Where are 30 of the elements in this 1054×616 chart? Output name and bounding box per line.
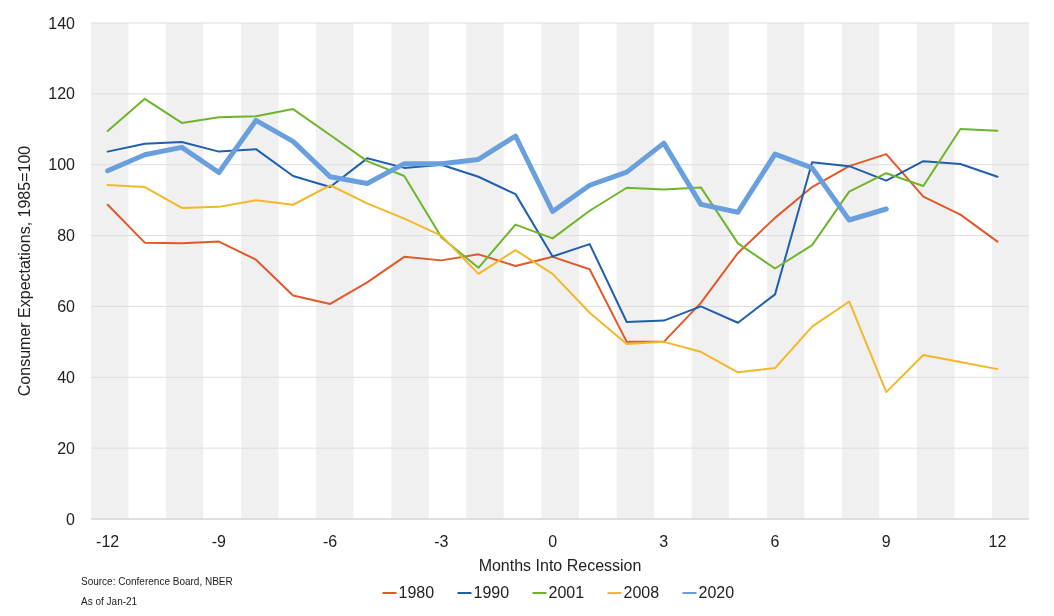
y-tick-label: 80 — [57, 227, 76, 245]
legend-label: 2008 — [623, 584, 660, 601]
y-tick-label: 100 — [48, 156, 76, 174]
x-tick-label: 6 — [770, 533, 780, 550]
x-tick-label: 12 — [988, 533, 1007, 550]
line-series — [106, 183, 999, 394]
x-tick-label: 0 — [548, 533, 558, 550]
x-tick-label: -3 — [434, 533, 449, 550]
y-tick-label: 140 — [48, 14, 76, 32]
y-tick-label: 0 — [66, 510, 76, 528]
legend-label: 2020 — [698, 584, 735, 601]
line-series — [106, 97, 999, 270]
legend-label: 1980 — [398, 584, 435, 601]
y-tick-label: 120 — [48, 85, 76, 103]
x-tick-label: -12 — [96, 533, 120, 550]
x-tick-label: -9 — [211, 533, 227, 550]
line-series — [106, 153, 999, 343]
legend-label: 2001 — [548, 584, 585, 601]
x-tick-label: 3 — [659, 533, 669, 550]
x-axis-title: Months Into Recession — [478, 557, 642, 574]
y-tick-label: 20 — [57, 439, 76, 457]
x-tick-label: 9 — [881, 533, 891, 550]
legend-label: 1990 — [473, 584, 510, 601]
x-tick-label: -6 — [323, 533, 338, 550]
y-tick-label: 60 — [57, 298, 76, 316]
text: As of Jan-21 — [81, 596, 138, 607]
y-axis-title: Consumer Expectations, 1985=100 — [16, 145, 33, 397]
y-tick-label: 40 — [57, 368, 76, 386]
source-note: Source: Conference Board, NBER — [81, 576, 233, 587]
line-series — [106, 141, 999, 324]
